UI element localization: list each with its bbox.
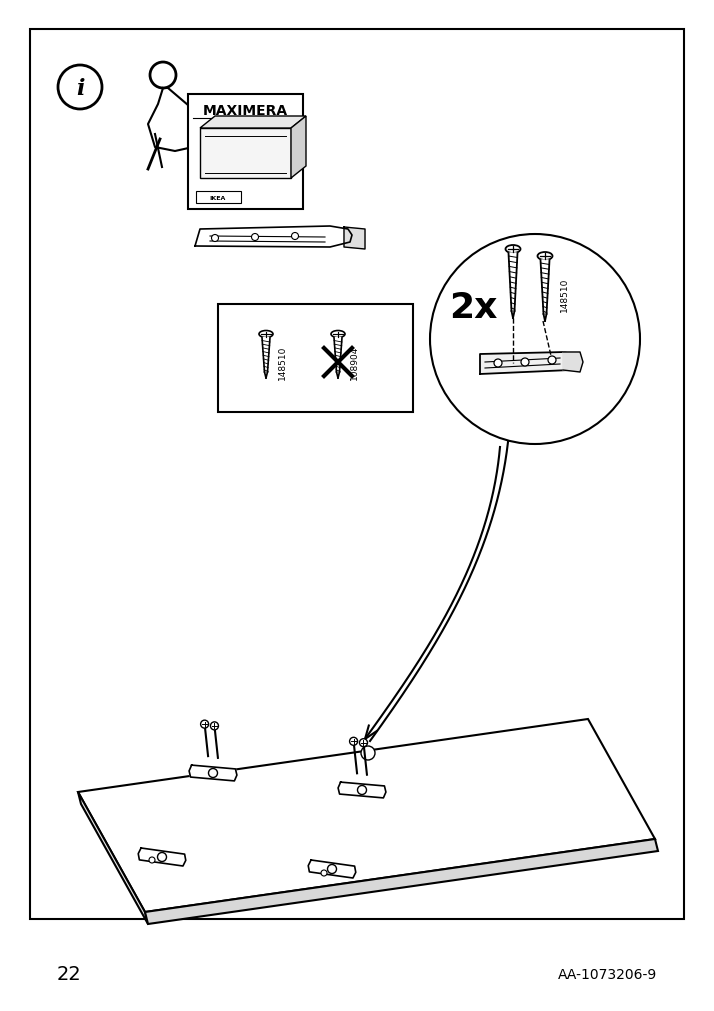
Polygon shape [344,227,365,250]
Circle shape [359,739,368,747]
Ellipse shape [538,253,553,261]
Text: IKEA: IKEA [210,195,226,200]
Circle shape [251,235,258,242]
Ellipse shape [259,332,273,338]
Text: MAXIMERA: MAXIMERA [203,104,288,118]
Ellipse shape [331,332,345,338]
Circle shape [211,722,218,730]
Circle shape [149,857,155,863]
Circle shape [361,746,375,760]
Polygon shape [334,338,342,373]
Bar [196,192,241,204]
Ellipse shape [506,246,521,254]
Circle shape [494,360,502,368]
Bar [218,304,413,412]
Circle shape [430,235,640,445]
Text: 148510: 148510 [560,278,568,311]
Circle shape [211,236,218,243]
Polygon shape [139,848,186,866]
Circle shape [58,66,102,110]
Text: 148510: 148510 [278,346,286,380]
Polygon shape [195,226,352,248]
Polygon shape [338,783,386,798]
Polygon shape [563,353,583,373]
Circle shape [358,786,366,795]
Circle shape [291,234,298,241]
Polygon shape [540,261,550,314]
Text: i: i [76,78,84,100]
Polygon shape [200,117,306,128]
Bar [188,95,303,210]
Circle shape [350,738,358,745]
Circle shape [158,852,166,861]
Circle shape [328,864,336,874]
Circle shape [201,721,208,728]
Text: 2x: 2x [449,291,497,325]
Polygon shape [308,860,356,879]
Polygon shape [291,117,306,179]
Polygon shape [145,839,658,924]
Circle shape [150,63,176,89]
Polygon shape [189,765,237,782]
Circle shape [548,357,556,365]
Text: 22: 22 [57,964,81,984]
Circle shape [321,870,327,877]
Polygon shape [148,89,200,152]
Polygon shape [262,338,270,373]
Bar [200,128,291,179]
Circle shape [521,359,529,367]
Text: 108904: 108904 [349,346,358,380]
Polygon shape [480,353,575,375]
Polygon shape [508,254,518,311]
Polygon shape [78,719,655,912]
Polygon shape [78,793,148,924]
Text: AA-1073206-9: AA-1073206-9 [558,968,657,981]
Bar [30,30,684,919]
Circle shape [208,768,218,777]
